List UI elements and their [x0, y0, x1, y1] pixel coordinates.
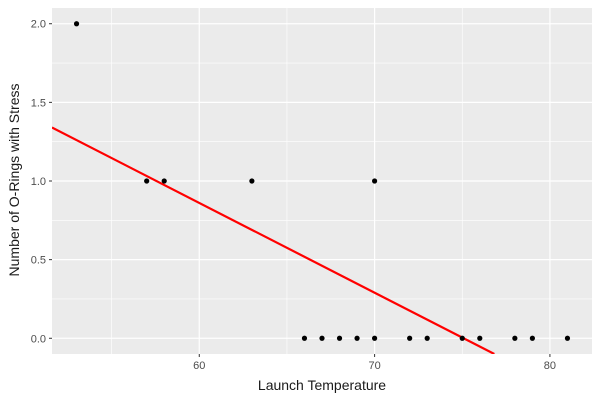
data-point [301, 335, 308, 341]
x-tick-label: 60 [193, 360, 205, 372]
y-axis: 0.0 0.5 1.0 1.5 2.0 [31, 19, 52, 345]
data-point [459, 335, 465, 341]
y-tick-label: 0.0 [31, 333, 46, 345]
y-axis-label: Number of O-Rings with Stress [6, 84, 22, 277]
data-point [161, 178, 167, 184]
data-point [564, 335, 571, 341]
y-tick-label: 2.0 [31, 19, 46, 31]
y-tick-label: 1.0 [31, 176, 46, 188]
data-point [144, 178, 150, 184]
data-point [371, 178, 378, 184]
x-tick-label: 80 [544, 360, 556, 372]
data-point [512, 335, 518, 341]
fit-line-layer [52, 126, 495, 354]
data-points [73, 21, 571, 341]
x-axis-label: Launch Temperature [258, 377, 386, 393]
data-point [354, 335, 360, 341]
x-axis: 60 70 80 [193, 354, 556, 372]
data-point [477, 335, 483, 341]
data-point [407, 335, 413, 341]
y-tick-label: 0.5 [31, 255, 46, 267]
x-tick-label: 70 [368, 360, 380, 372]
data-point [424, 335, 430, 341]
regression-line [52, 126, 495, 354]
data-point [73, 21, 80, 27]
y-tick-label: 1.5 [31, 97, 46, 109]
data-point [529, 335, 535, 341]
data-point [249, 178, 255, 184]
data-point [336, 335, 343, 341]
data-point [371, 335, 378, 341]
data-point [319, 335, 325, 341]
